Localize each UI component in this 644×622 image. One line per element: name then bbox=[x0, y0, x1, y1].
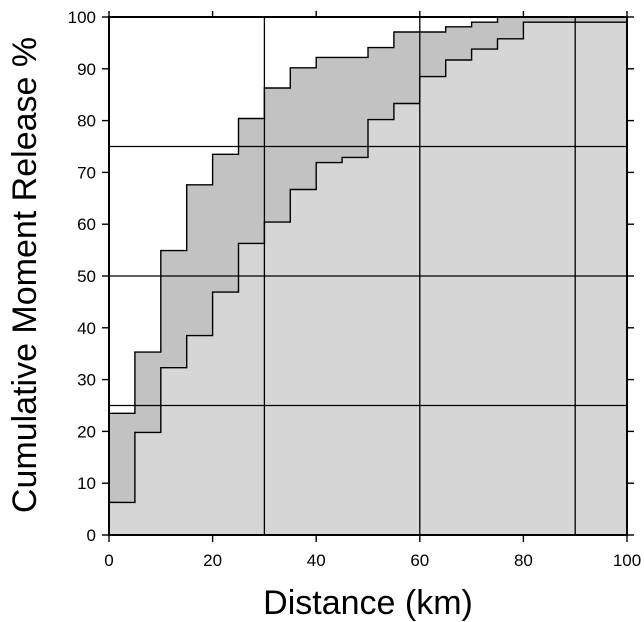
y-tick-label: 70 bbox=[77, 163, 96, 182]
x-tick-label: 0 bbox=[104, 551, 113, 570]
x-tick-label: 60 bbox=[410, 551, 429, 570]
x-tick-label: 20 bbox=[203, 551, 222, 570]
y-axis-title: Cumulative Moment Release % bbox=[6, 37, 44, 513]
ticks-layer: 0 20 40 60 80 100 0 10 20 30 40 50 60 70 80 90 100 bbox=[68, 8, 642, 570]
lower-fill-area bbox=[109, 22, 627, 535]
y-tick-label: 30 bbox=[77, 371, 96, 390]
y-tick-label: 100 bbox=[68, 8, 96, 27]
upper-step-line bbox=[108, 16, 627, 415]
y-tick-label: 10 bbox=[77, 474, 96, 493]
x-tick-label: 40 bbox=[307, 551, 326, 570]
x-tick-label: 80 bbox=[514, 551, 533, 570]
grid-layer bbox=[109, 17, 627, 535]
y-tick-label: 20 bbox=[77, 422, 96, 441]
y-tick-label: 40 bbox=[77, 319, 96, 338]
x-tick-label: 100 bbox=[613, 551, 641, 570]
lower-step-line bbox=[108, 21, 627, 504]
step-lines-layer bbox=[108, 16, 627, 504]
y-tick-label: 80 bbox=[77, 112, 96, 131]
y-tick-label: 90 bbox=[77, 60, 96, 79]
y-tick-label: 50 bbox=[77, 267, 96, 286]
x-axis-title: Distance (km) bbox=[263, 584, 473, 622]
y-tick-label: 60 bbox=[77, 215, 96, 234]
y-tick-label: 0 bbox=[87, 526, 96, 545]
